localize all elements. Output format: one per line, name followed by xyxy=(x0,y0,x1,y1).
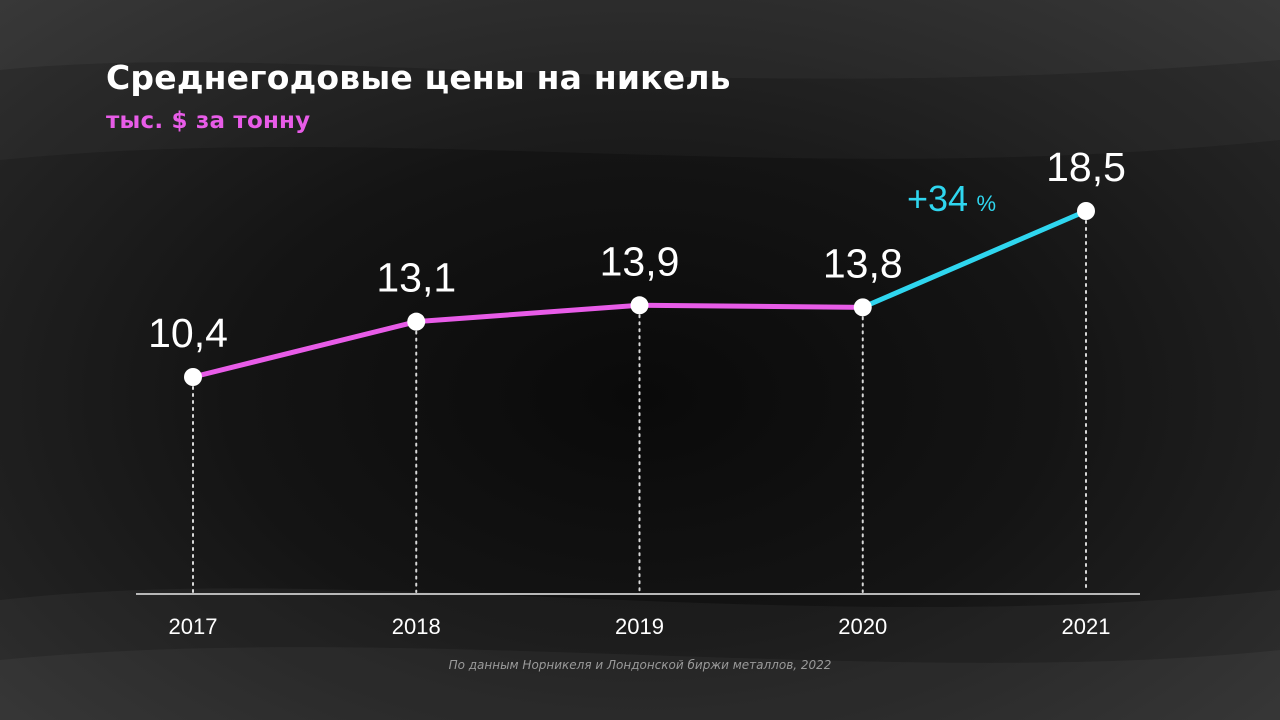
x-tick-label-2018: 2018 xyxy=(392,614,441,639)
x-tick-label-2017: 2017 xyxy=(169,614,218,639)
value-label-2021: 18,5 xyxy=(1046,144,1126,190)
source-note: По данным Норникеля и Лондонской биржи м… xyxy=(448,658,832,672)
data-point-2017 xyxy=(184,368,202,386)
data-point-2019 xyxy=(630,296,649,315)
chart-subtitle: тыс. $ за тонну xyxy=(106,108,311,134)
x-tick-label-2019: 2019 xyxy=(615,614,664,639)
value-label-2019: 13,9 xyxy=(600,238,680,284)
line-segment-2019-2020 xyxy=(637,302,866,310)
line-segment-2020-2021 xyxy=(860,208,1089,310)
growth-annotation-unit: % xyxy=(977,191,997,216)
x-tick-label-2021: 2021 xyxy=(1062,614,1111,639)
growth-annotation-value: +34 xyxy=(907,178,968,219)
value-label-2017: 10,4 xyxy=(148,310,228,356)
line-segment-2017-2018 xyxy=(190,319,419,380)
line-segment-2018-2019 xyxy=(413,302,642,325)
chart-title: Среднегодовые цены на никель xyxy=(106,58,731,97)
data-point-2021 xyxy=(1077,202,1095,220)
data-point-2018 xyxy=(407,312,426,331)
x-tick-label-2020: 2020 xyxy=(838,614,887,639)
value-label-2018: 13,1 xyxy=(376,255,456,301)
value-label-2020: 13,8 xyxy=(823,240,903,286)
data-point-2020 xyxy=(853,298,872,317)
growth-annotation: +34 % xyxy=(907,178,996,219)
